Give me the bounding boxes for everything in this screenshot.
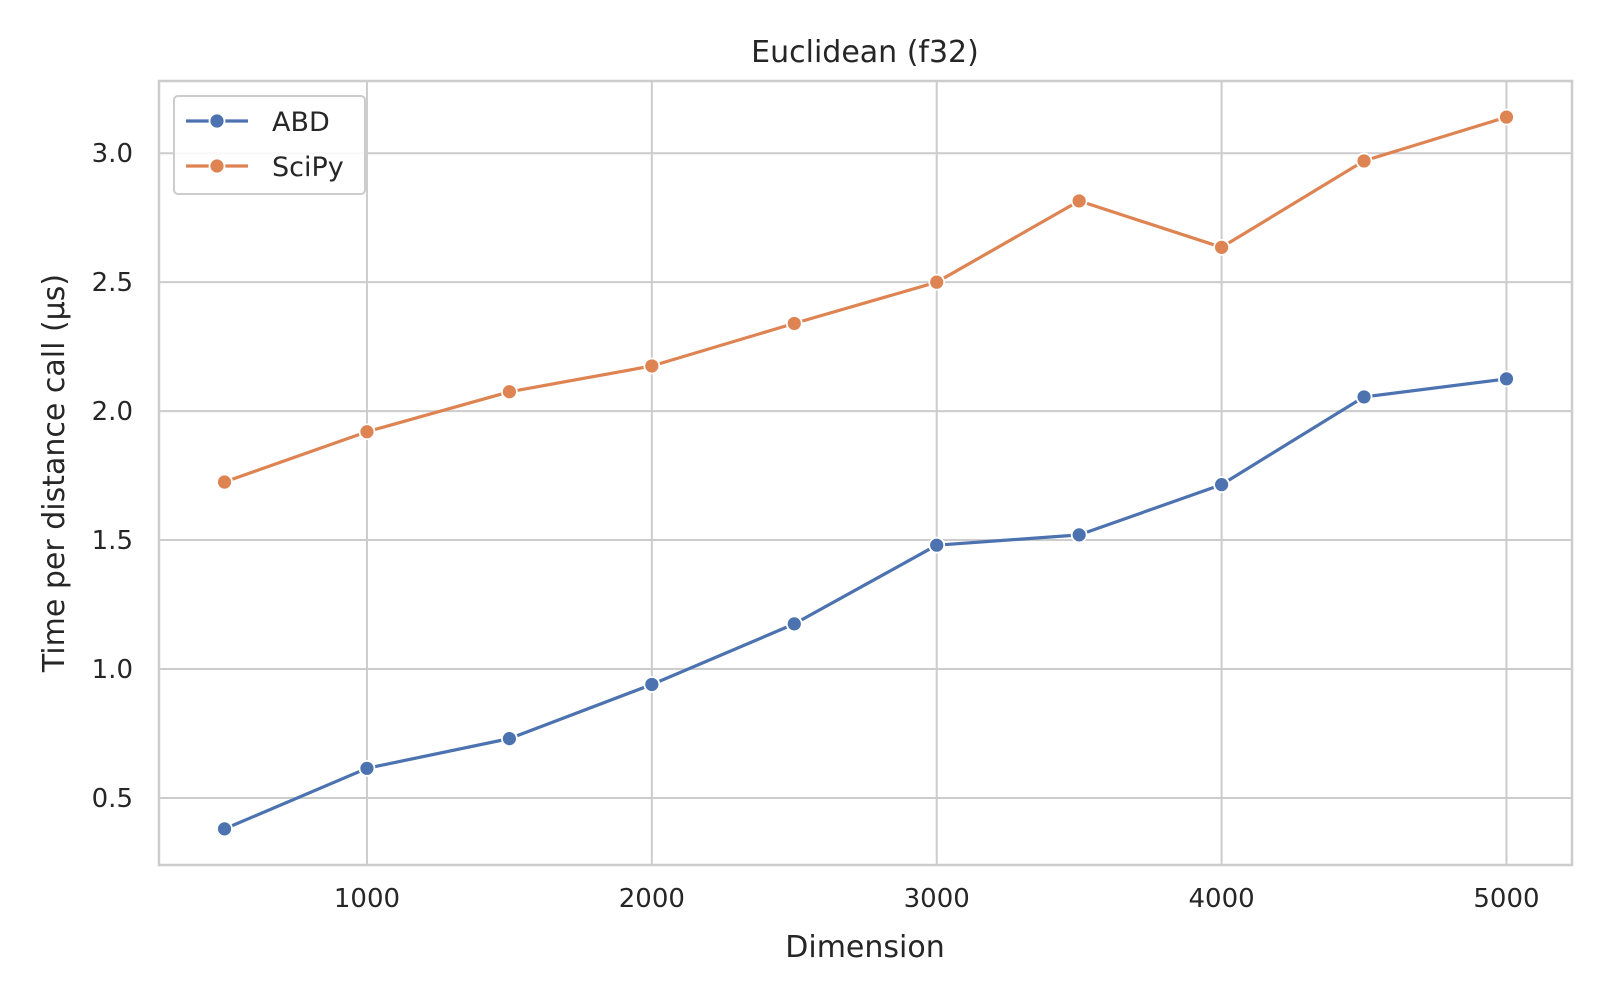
y-tick-label: 0.5 xyxy=(92,784,133,814)
x-tick-label: 4000 xyxy=(1189,884,1255,914)
plot-frame xyxy=(157,79,1574,867)
data-point xyxy=(358,759,376,777)
legend-label: SciPy xyxy=(272,152,344,183)
series-layer xyxy=(216,108,1515,838)
data-point xyxy=(216,473,233,491)
data-point xyxy=(643,676,661,693)
y-tick-label: 2.5 xyxy=(92,268,133,298)
data-point xyxy=(1498,370,1515,388)
y-tick-label: 3.0 xyxy=(92,139,133,169)
data-point xyxy=(1070,192,1088,210)
data-point xyxy=(501,383,518,401)
legend: ABD SciPy xyxy=(173,95,366,195)
data-point xyxy=(1213,476,1230,494)
data-point xyxy=(216,820,233,838)
legend-marker xyxy=(208,112,226,130)
x-tick-label: 1000 xyxy=(334,884,400,914)
data-point xyxy=(928,536,946,554)
x-tick-label: 5000 xyxy=(1473,884,1539,914)
legend-label: ABD xyxy=(272,107,330,138)
series-scipy xyxy=(216,108,1515,491)
data-point xyxy=(785,615,803,633)
chart-title: Euclidean (f32) xyxy=(751,35,979,70)
data-point xyxy=(1355,152,1373,170)
data-point xyxy=(928,273,946,291)
series-abd xyxy=(216,370,1515,838)
x-tick-label: 2000 xyxy=(619,884,685,914)
data-point xyxy=(1355,388,1373,406)
data-point xyxy=(358,423,376,441)
x-axis-ticks: 1000 2000 3000 4000 5000 xyxy=(334,884,1540,914)
grid xyxy=(159,81,1572,865)
data-point xyxy=(1213,238,1230,256)
x-tick-label: 3000 xyxy=(904,884,970,914)
x-axis-title: Dimension xyxy=(785,930,944,965)
series-line xyxy=(223,377,1507,831)
data-point xyxy=(785,315,803,332)
data-point xyxy=(643,357,661,375)
data-point xyxy=(1498,108,1515,126)
series-line xyxy=(223,115,1507,484)
y-axis-ticks: 0.5 1.0 1.5 2.0 2.5 3.0 xyxy=(92,139,133,814)
y-tick-label: 1.5 xyxy=(92,526,133,556)
y-tick-label: 1.0 xyxy=(92,655,133,685)
y-tick-label: 2.0 xyxy=(92,397,133,427)
data-point xyxy=(1070,526,1088,544)
y-axis-title: Time per distance call (µs) xyxy=(37,274,72,673)
data-point xyxy=(501,730,518,748)
legend-marker xyxy=(208,157,226,175)
